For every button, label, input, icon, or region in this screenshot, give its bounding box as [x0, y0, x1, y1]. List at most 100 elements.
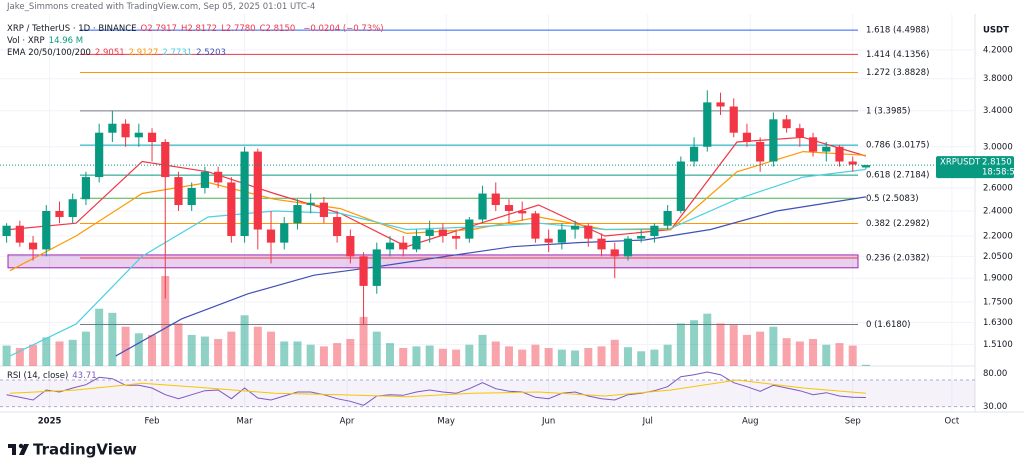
y-axis-title: USDT	[983, 26, 1009, 36]
candle-body	[544, 238, 553, 243]
candle-body	[359, 256, 368, 286]
candle-body	[808, 137, 818, 152]
fib-label: 0.236 (2.0382)	[866, 254, 929, 264]
volume-bar	[15, 348, 24, 366]
candle-body	[121, 123, 130, 138]
volume-bar	[848, 345, 857, 366]
candle-body	[134, 132, 143, 138]
candle-body	[452, 236, 461, 239]
volume-bar	[861, 364, 870, 366]
candle-body	[161, 141, 170, 178]
candle-body	[280, 223, 289, 243]
volume-bar	[425, 345, 434, 366]
candle-body	[2, 225, 11, 237]
ohlc-value: O2.7917	[140, 24, 177, 34]
x-tick-label: Oct	[945, 417, 960, 427]
candle-body	[438, 229, 447, 237]
volume-bar	[55, 341, 64, 366]
highlight-zone	[7, 254, 859, 269]
ema-value: 2.9127	[128, 48, 159, 58]
volume-legend: Vol · XRP 14.96 M	[7, 36, 87, 47]
volume-label: Vol · XRP	[7, 36, 45, 46]
y-tick-label: 2.4000	[983, 206, 1013, 216]
volume-bar	[108, 312, 117, 366]
fib-label: 0.382 (2.2982)	[866, 219, 929, 229]
candle-body	[253, 151, 262, 230]
logo-shape	[12, 444, 16, 455]
volume-bar	[465, 344, 474, 366]
candle-body	[81, 177, 91, 200]
last-price-box	[936, 156, 1014, 179]
volume-bar	[597, 346, 606, 366]
logo-shape	[19, 444, 29, 455]
y-tick-label: 4.2000	[983, 45, 1013, 55]
fib-label: 0.618 (2.7184)	[866, 171, 929, 181]
candle-body	[425, 229, 434, 237]
candle-body	[610, 249, 619, 257]
volume-bar	[637, 351, 646, 366]
credit: Jake_Simmons created with TradingView.co…	[7, 2, 316, 12]
volume-bar	[438, 348, 447, 366]
volume-bar	[756, 331, 765, 366]
fib-label: 1 (3.3985)	[866, 106, 910, 116]
candle-body	[570, 225, 580, 230]
volume-bar	[187, 334, 196, 366]
volume-bar	[134, 333, 143, 366]
candle-body	[756, 141, 765, 162]
volume-bar	[690, 320, 699, 366]
x-tick-label: Sep	[845, 417, 861, 427]
ohlc-value: L2.7780	[221, 24, 256, 34]
candle-body	[174, 177, 183, 206]
candle-body	[742, 132, 752, 142]
fib-label: 0.5 (2.5083)	[866, 194, 919, 204]
candle-body	[623, 238, 633, 257]
volume-bar	[346, 339, 355, 366]
ema-label: EMA 20/50/100/200	[7, 48, 91, 58]
ema-line	[9, 168, 866, 357]
candle-body	[835, 146, 844, 162]
rsi-tick-label: 30.00	[983, 402, 1007, 412]
x-tick-label: Apr	[340, 417, 355, 427]
x-tick-label: Aug	[742, 417, 759, 427]
y-tick-label: 3.4000	[983, 106, 1013, 116]
candle-body	[637, 236, 646, 239]
ema-line	[9, 136, 867, 248]
volume-bar	[623, 347, 632, 366]
x-tick-label: May	[437, 417, 455, 427]
volume-bar	[518, 349, 527, 366]
candle-body	[663, 210, 672, 226]
ohlc-legend: O2.7917 H2.8172 L2.7780 C2.8150	[141, 24, 300, 34]
fib-label: 0 (1.6180)	[866, 320, 910, 330]
ema-legend: EMA 20/50/100/200 2.9051 2.9127 2.7731 2.520…	[7, 48, 230, 59]
candle-body	[28, 242, 38, 250]
symbol: XRP / TetherUS · 1D · BINANCE	[7, 24, 137, 34]
volume-bar	[267, 331, 276, 366]
candle-body	[531, 213, 540, 239]
volume-bar	[584, 348, 593, 366]
candle-body	[399, 242, 408, 250]
y-tick-label: 3.0000	[983, 142, 1013, 152]
candle-body	[412, 236, 421, 250]
candle-body	[227, 182, 236, 237]
candle-body	[42, 210, 51, 250]
last-price-label: 2.8150	[982, 158, 1012, 168]
brand-logo: TradingView	[8, 441, 137, 459]
x-tick-label: Feb	[145, 417, 160, 427]
candle-body	[729, 106, 738, 133]
volume-bar	[95, 308, 104, 366]
y-tick-label: 3.8000	[983, 74, 1013, 84]
volume-bar	[372, 331, 381, 366]
volume-bar	[161, 276, 170, 366]
candle-body	[557, 229, 566, 243]
rsi-value: 43.71	[72, 371, 97, 381]
candle-body	[200, 171, 210, 188]
candle-body	[478, 193, 487, 220]
candle-body	[716, 102, 725, 107]
volume-bar	[571, 350, 580, 366]
candle-body	[822, 146, 831, 152]
x-tick-label: 2025	[38, 417, 62, 427]
volume-bar	[835, 343, 844, 366]
countdown: 18:58:58	[982, 168, 1020, 178]
rsi-ma-line	[9, 379, 866, 398]
